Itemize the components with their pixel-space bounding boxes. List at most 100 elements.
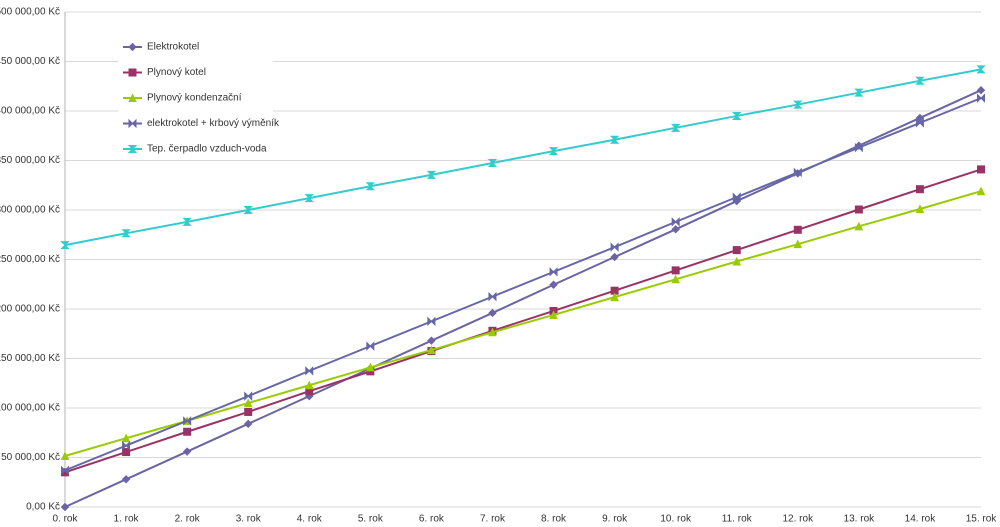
y-tick-label: 300 000,00 Kč <box>0 205 60 216</box>
marker <box>244 391 253 401</box>
marker <box>305 366 314 376</box>
marker <box>671 266 680 275</box>
y-tick-label: 100 000,00 Kč <box>0 403 60 414</box>
marker <box>366 362 375 372</box>
marker <box>488 291 497 302</box>
marker <box>128 68 137 77</box>
marker <box>854 142 863 153</box>
x-tick-label: 5. rok <box>358 514 384 525</box>
x-tick-label: 3. rok <box>236 514 262 525</box>
marker <box>793 239 803 249</box>
legend-label: Tep. čerpadlo vzduch-voda <box>147 144 267 155</box>
marker <box>60 451 70 461</box>
y-tick-label: 250 000,00 Kč <box>0 254 60 265</box>
marker <box>122 448 131 457</box>
marker <box>915 204 925 214</box>
series-line <box>64 190 982 457</box>
x-tick-label: 2. rok <box>175 514 201 525</box>
marker <box>365 182 376 191</box>
marker <box>670 123 681 132</box>
marker <box>244 407 253 416</box>
marker <box>977 165 985 174</box>
y-tick-label: 450 000,00 Kč <box>0 56 60 67</box>
marker <box>366 341 375 351</box>
marker <box>243 206 253 214</box>
y-tick-label: 350 000,00 Kč <box>0 155 60 166</box>
marker <box>854 221 864 231</box>
marker <box>732 111 742 120</box>
legend-label: Elektrokotel <box>147 42 199 53</box>
y-tick-label: 400 000,00 Kč <box>0 106 60 117</box>
x-tick-label: 15. rok <box>966 514 998 525</box>
marker <box>243 398 253 408</box>
x-tick-label: 10. rok <box>660 514 692 525</box>
x-tick-label: 9. rok <box>602 514 628 525</box>
x-tick-label: 11. rok <box>722 514 753 525</box>
legend-label: elektrokotel + krbový výměník <box>147 118 280 129</box>
series-line <box>64 68 982 247</box>
marker <box>915 76 925 85</box>
marker <box>732 192 741 202</box>
marker <box>549 280 558 289</box>
marker <box>183 427 192 436</box>
marker <box>732 256 742 266</box>
marker <box>549 310 558 319</box>
legend-box <box>118 24 273 156</box>
marker <box>976 65 986 74</box>
marker <box>128 118 137 129</box>
marker <box>610 252 619 262</box>
marker <box>610 242 619 252</box>
marker <box>304 194 314 203</box>
series-line <box>64 168 982 474</box>
marker <box>915 113 925 123</box>
y-tick-label: 150 000,00 Kč <box>0 353 60 364</box>
marker <box>488 327 497 337</box>
x-tick-label: 4. rok <box>297 514 323 525</box>
marker <box>61 465 69 476</box>
marker <box>60 502 70 512</box>
marker <box>977 93 985 103</box>
x-tick-label: 1. rok <box>114 514 140 525</box>
marker <box>183 416 192 426</box>
marker <box>182 447 192 456</box>
marker <box>60 241 70 250</box>
marker <box>854 205 863 214</box>
marker <box>793 100 803 109</box>
series-line <box>64 97 982 472</box>
marker <box>609 135 620 144</box>
marker <box>548 147 559 156</box>
marker <box>671 274 680 284</box>
marker <box>426 170 437 179</box>
x-tick-label: 8. rok <box>541 514 567 525</box>
marker <box>127 145 138 153</box>
marker <box>732 246 741 255</box>
marker <box>793 167 802 178</box>
legend-label: Plynový kotel <box>147 67 206 78</box>
marker <box>854 88 864 97</box>
marker <box>671 217 680 227</box>
marker <box>427 345 436 355</box>
marker <box>122 440 131 451</box>
marker <box>427 316 436 327</box>
marker <box>610 292 619 302</box>
marker <box>121 229 131 238</box>
marker <box>182 217 192 226</box>
marker <box>549 267 558 277</box>
y-tick-label: 200 000,00 Kč <box>0 304 60 315</box>
marker <box>121 433 131 443</box>
marker <box>128 93 137 102</box>
x-tick-label: 14. rok <box>905 514 937 525</box>
marker <box>427 336 436 345</box>
y-tick-label: 0,00 Kč <box>26 502 60 513</box>
marker <box>488 308 497 318</box>
marker <box>915 185 924 194</box>
marker <box>243 419 253 429</box>
x-tick-label: 12. rok <box>783 514 815 525</box>
marker <box>121 475 131 484</box>
marker <box>976 186 986 196</box>
marker <box>793 225 802 234</box>
x-tick-label: 6. rok <box>419 514 445 525</box>
legend-label: Plynový kondenzační <box>147 93 242 104</box>
marker <box>671 225 680 234</box>
